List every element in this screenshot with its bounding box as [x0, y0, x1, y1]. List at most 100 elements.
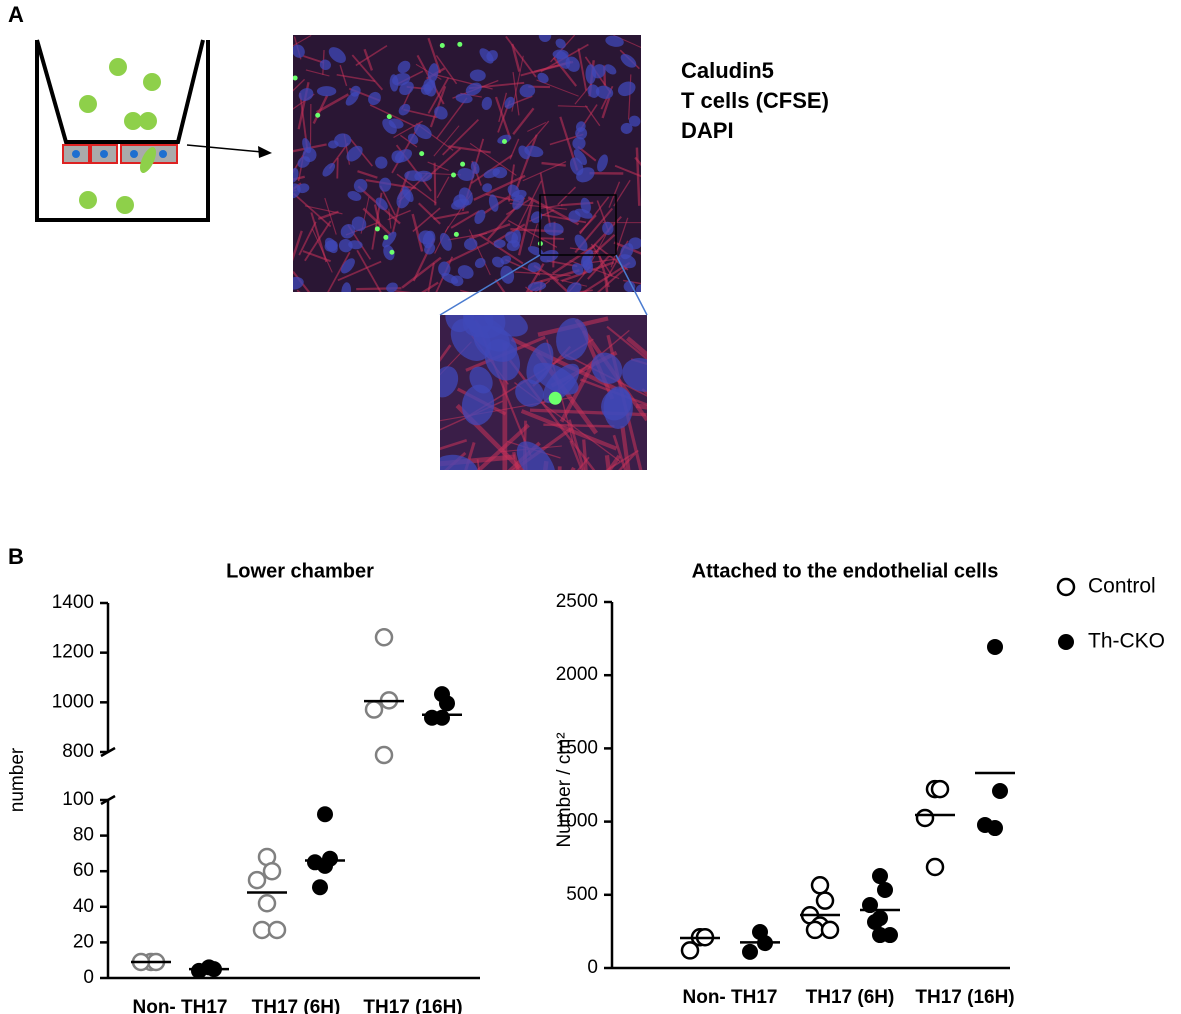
texture [537, 72, 549, 84]
texture [363, 48, 374, 71]
data-point [262, 861, 282, 881]
texture [573, 149, 587, 165]
stain-label: DAPI [681, 118, 734, 143]
texture [369, 104, 416, 128]
texture [527, 281, 547, 292]
data-point [439, 695, 455, 712]
texture [474, 257, 486, 269]
texture [522, 420, 527, 470]
data-point [247, 870, 267, 890]
axis-break [100, 794, 116, 806]
stain-legend: Caludin5 T cells (CFSE) DAPI [681, 58, 829, 143]
texture [527, 121, 547, 132]
texture [401, 256, 442, 289]
texture [293, 167, 299, 183]
texture [620, 122, 633, 134]
y-tick-label: 20 [73, 931, 94, 952]
texture [293, 75, 298, 81]
texture [539, 172, 552, 227]
texture [382, 231, 397, 248]
texture [383, 234, 389, 240]
texture [572, 137, 586, 150]
texture [620, 425, 631, 470]
texture [421, 281, 439, 292]
texture [396, 173, 437, 204]
texture [481, 96, 493, 110]
texture [473, 325, 518, 362]
texture [317, 210, 339, 220]
y-tick-label: 2500 [556, 591, 598, 612]
texture [433, 162, 437, 206]
chart-title: Lower chamber [226, 560, 374, 582]
texture [424, 243, 436, 255]
texture [512, 107, 535, 135]
x-tick-label: TH17 (16H) [363, 997, 462, 1014]
texture [379, 177, 392, 192]
texture [436, 176, 450, 199]
y-tick-label: 80 [73, 825, 94, 846]
texture [507, 184, 520, 198]
texture [597, 253, 610, 288]
texture [293, 276, 304, 290]
texture [601, 97, 611, 119]
texture [549, 274, 570, 292]
texture [302, 138, 312, 154]
texture [556, 318, 589, 361]
texture [293, 192, 332, 228]
texture [355, 45, 388, 67]
y-tick-label: 2000 [556, 664, 598, 685]
y-tick-label: 800 [62, 741, 94, 762]
texture [482, 183, 493, 193]
texture [527, 286, 540, 292]
texture [394, 289, 412, 292]
y-axis-label: Number / cm² [554, 732, 575, 847]
texture [435, 97, 468, 140]
texture [641, 388, 647, 395]
data-point [987, 820, 1003, 837]
texture [341, 282, 352, 292]
texture [557, 105, 588, 108]
texture [319, 59, 332, 70]
texture [571, 263, 584, 275]
texture [427, 37, 442, 74]
texture [517, 200, 534, 256]
texture [440, 344, 452, 363]
texture [602, 221, 614, 236]
texture [540, 249, 559, 263]
texture [315, 112, 321, 118]
data-point [877, 881, 893, 898]
texture [515, 134, 538, 191]
texture [434, 106, 448, 120]
data-point [312, 879, 328, 896]
texture [512, 451, 520, 470]
texture [584, 215, 622, 256]
data-point [680, 941, 700, 960]
data-point [992, 783, 1008, 800]
texture [368, 91, 381, 106]
texture [570, 466, 576, 470]
texture [296, 289, 301, 292]
texture [546, 259, 578, 268]
texture [582, 261, 631, 292]
data-point [434, 709, 450, 726]
data-point [317, 857, 333, 874]
texture [427, 161, 449, 172]
texture [439, 43, 445, 49]
texture [508, 359, 596, 470]
y-tick-label: 40 [73, 896, 94, 917]
data-point [267, 920, 287, 940]
texture [398, 103, 411, 116]
texture [498, 92, 508, 123]
texture [340, 224, 356, 239]
legend-label: Control [1088, 575, 1156, 598]
texture [634, 156, 641, 167]
texture [575, 127, 588, 140]
texture [293, 78, 306, 92]
texture [469, 142, 517, 176]
texture [450, 210, 480, 229]
x-tick-label: TH17 (6H) [252, 997, 341, 1014]
legend-marker [1058, 634, 1074, 650]
texture [507, 219, 558, 248]
texture [397, 60, 411, 74]
texture [427, 63, 439, 83]
